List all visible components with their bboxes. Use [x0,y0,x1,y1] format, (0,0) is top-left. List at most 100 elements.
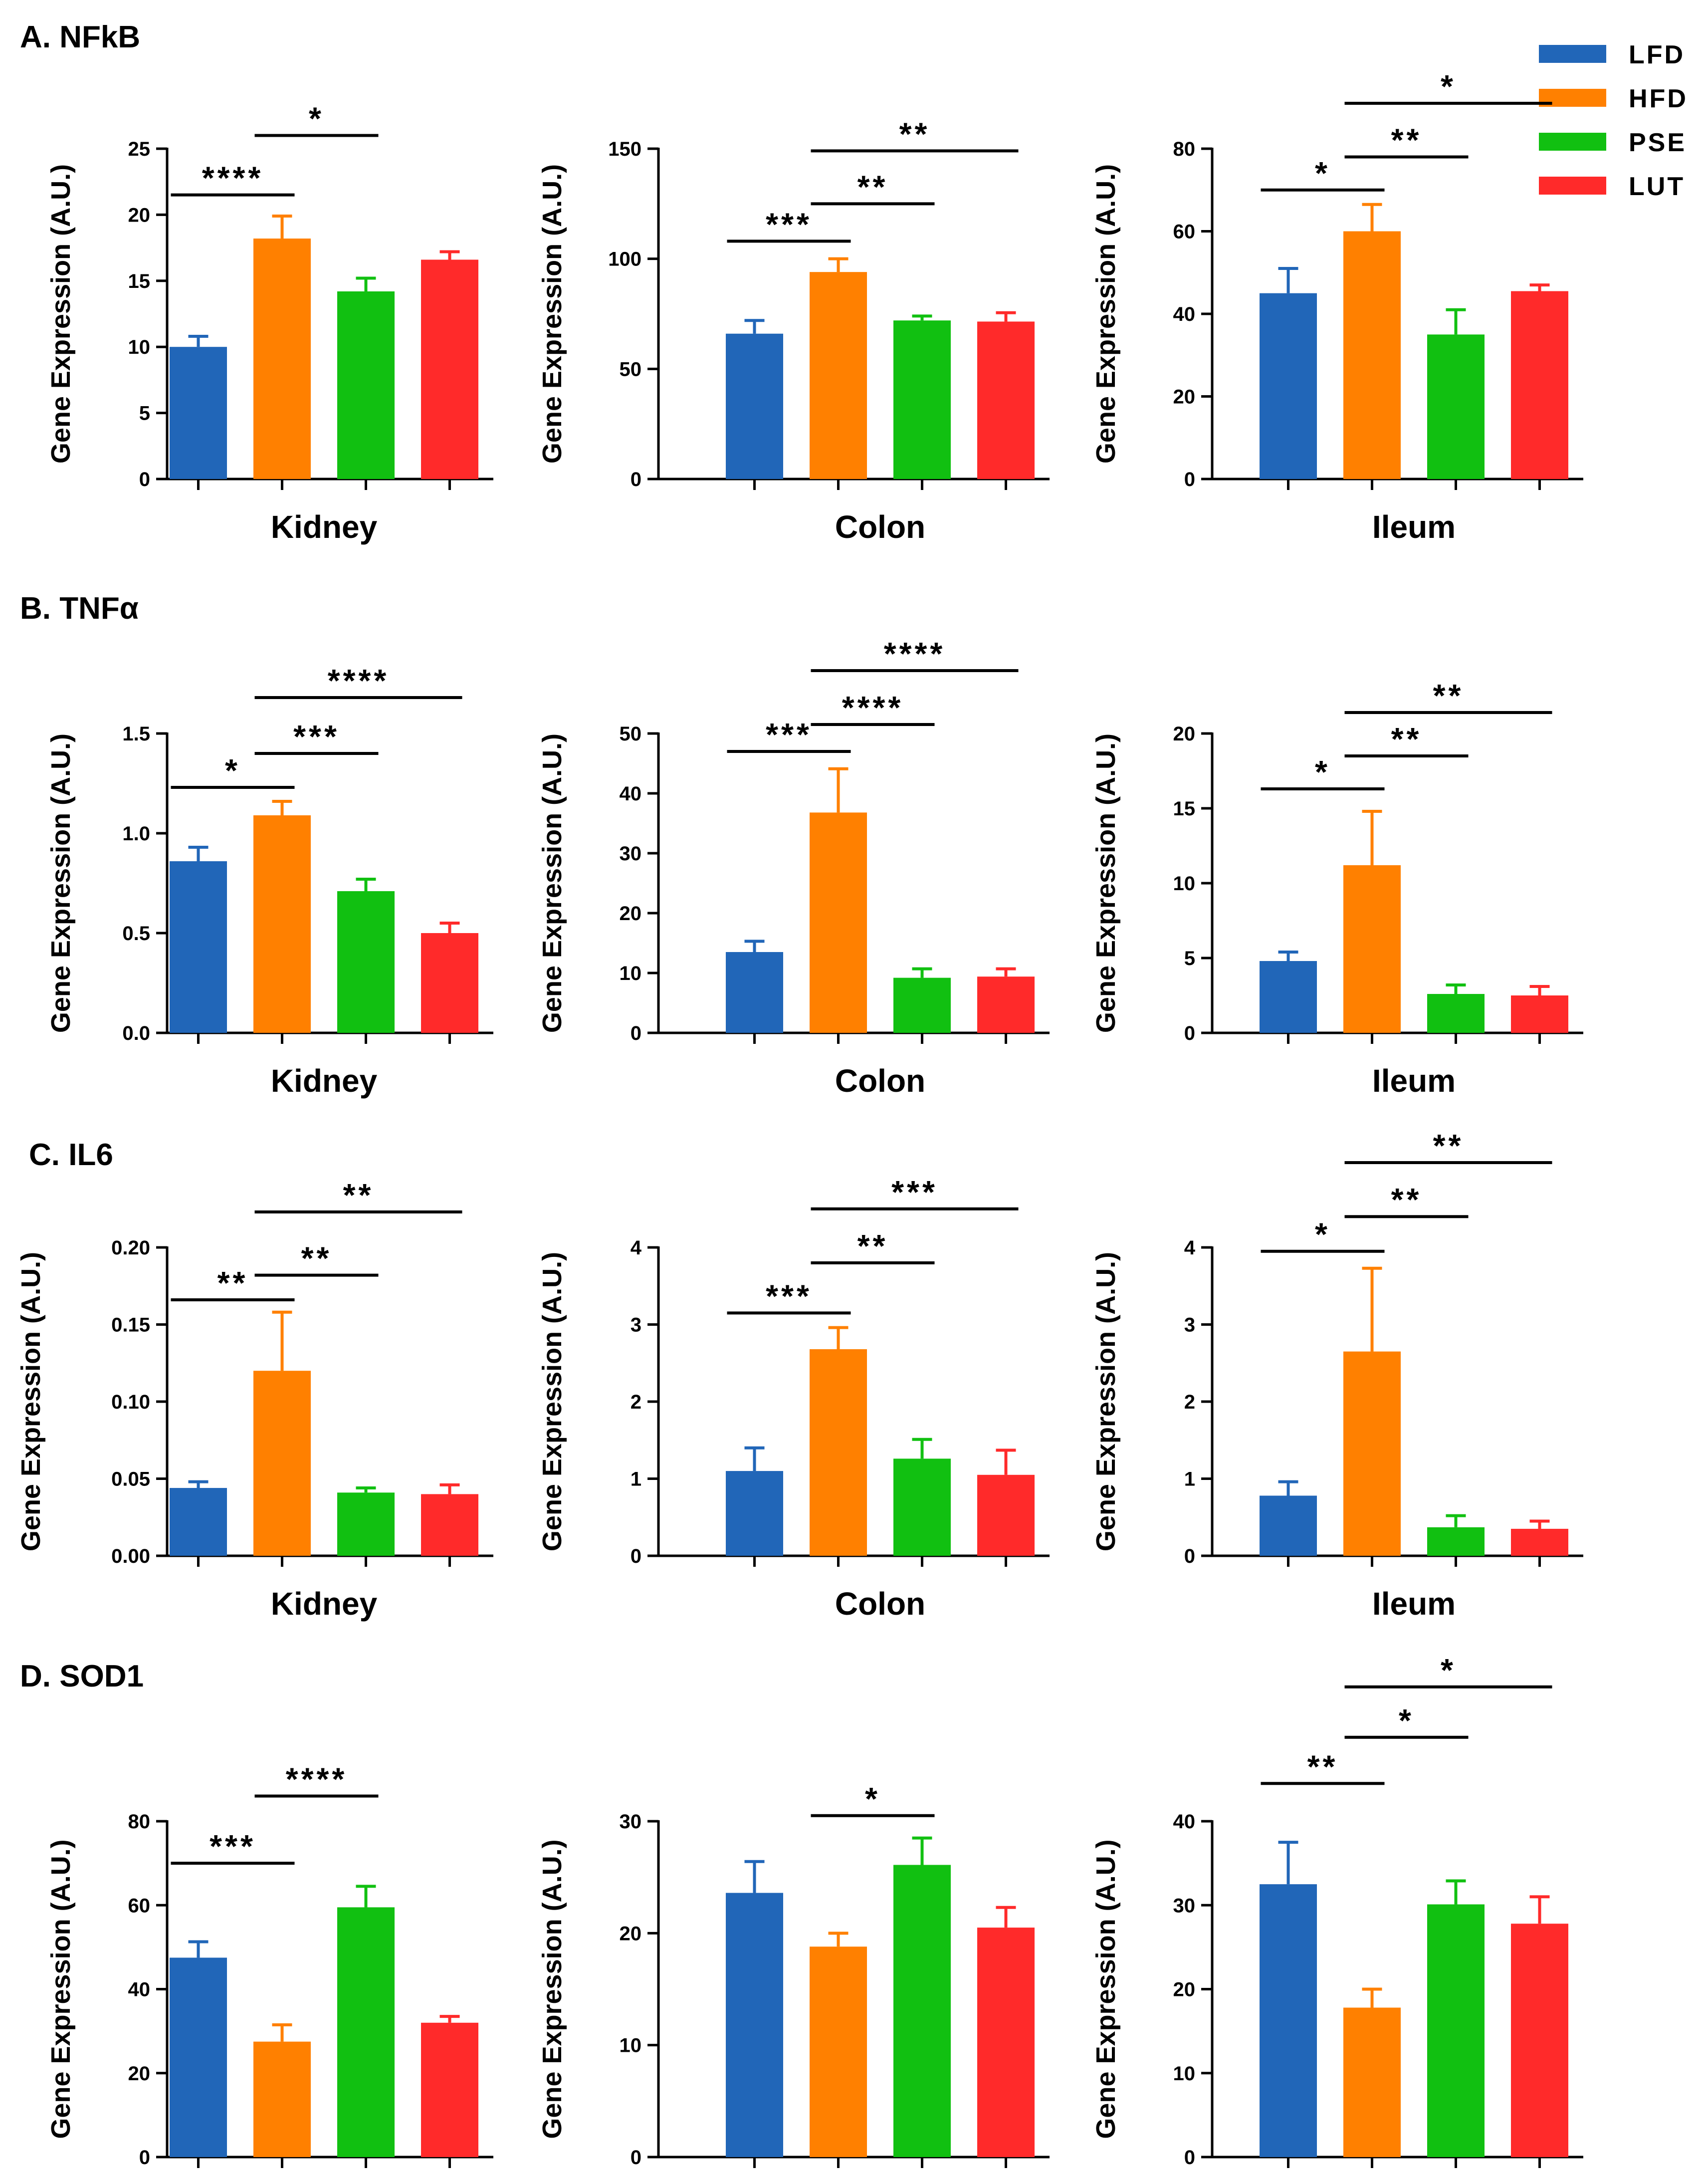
bar-pse [1427,1527,1485,1556]
bar-lfd [1260,1884,1317,2157]
y-tick-label: 20 [1173,723,1196,745]
y-axis-title: Gene Expression (A.U.) [537,1252,567,1551]
y-tick-label: 0.10 [111,1391,150,1413]
section-label-4: D. SOD1 [20,1659,144,1694]
significance-stars: ** [343,1177,374,1213]
bar-lfd [170,347,227,479]
y-axis-title: Gene Expression (A.U.) [1091,733,1121,1033]
significance-stars: ** [1433,678,1464,714]
bar-lfd [1260,961,1317,1033]
significance-stars: ** [1391,122,1422,158]
significance-stars: * [1441,68,1456,104]
significance-stars: * [865,1781,880,1817]
bar-hfd [1343,231,1401,479]
significance-stars: ** [857,1228,888,1264]
y-axis-title: Gene Expression (A.U.) [1091,1252,1121,1551]
significance-stars: ** [1391,721,1422,757]
y-axis-title: Gene Expression (A.U.) [46,1839,76,2139]
y-tick-label: 0.20 [111,1237,150,1259]
section-label-1: A. NFkB [20,20,140,54]
x-axis-title: Ileum [1372,1586,1456,1622]
y-tick-label: 40 [620,783,642,805]
significance-stars: *** [766,1278,812,1314]
y-tick-label: 10 [128,336,151,358]
y-tick-label: 100 [608,248,641,270]
y-axis-title: Gene Expression (A.U.) [46,733,76,1033]
bar-lfd [1260,1495,1317,1556]
y-tick-label: 3 [1184,1314,1195,1336]
bar-lfd [726,1893,783,2157]
y-tick-label: 40 [1173,1811,1196,1833]
significance-stars: **** [286,1761,348,1797]
y-tick-label: 80 [1173,138,1196,160]
y-axis-title: Gene Expression (A.U.) [46,164,76,464]
bar-pse [1427,994,1485,1033]
y-tick-label: 60 [1173,221,1196,243]
bar-lut [1511,1924,1568,2157]
y-tick-label: 10 [620,963,642,984]
significance-stars: ** [301,1240,332,1276]
significance-stars: ** [857,169,888,205]
significance-stars: *** [293,719,340,754]
y-tick-label: 5 [139,403,150,425]
panel-kidney-3: 0.00 0.05 0.10 0.15 0.20 Gene Expression (A.U… [16,1177,493,1622]
bar-lut [977,321,1035,479]
panel-colon-2: 0 10 20 30 40 50 Gene Expression (A.U.) Colon **… [537,636,1050,1099]
y-tick-label: 20 [128,204,151,226]
y-tick-label: 30 [620,843,642,865]
bar-hfd [810,1349,867,1556]
bar-lut [1511,291,1568,479]
bar-lfd [170,1488,227,1556]
y-tick-label: 2 [631,1391,641,1413]
y-tick-label: 40 [1173,303,1196,325]
significance-stars: * [1315,1216,1330,1252]
bar-hfd [253,815,311,1033]
significance-stars: * [225,752,240,788]
x-axis-title: Colon [835,509,925,545]
legend: LFD HFD PSE LUT [1539,40,1686,201]
y-tick-label: 80 [128,1811,151,1833]
y-axis-title: Gene Expression (A.U.) [16,1252,46,1551]
y-tick-label: 3 [631,1314,641,1336]
bar-lfd [170,861,227,1033]
significance-stars: **** [202,160,264,196]
y-tick-label: 1 [631,1468,641,1490]
y-tick-label: 150 [608,138,641,160]
legend-swatch-lut [1539,177,1606,195]
bar-hfd [253,239,311,479]
significance-stars: * [1441,1652,1456,1688]
significance-stars: **** [328,663,390,699]
bar-pse [893,320,951,479]
bar-pse [1427,1904,1485,2157]
significance-stars: **** [842,690,904,726]
bar-lut [1511,1528,1568,1556]
bar-pse [337,291,395,479]
y-tick-label: 4 [1184,1237,1196,1259]
y-tick-label: 0 [631,469,641,490]
y-tick-label: 50 [620,723,642,745]
significance-stars: ** [1307,1748,1338,1784]
y-tick-label: 20 [620,1923,642,1944]
y-tick-label: 4 [631,1237,642,1259]
bar-hfd [810,1946,867,2157]
y-tick-label: 30 [1173,1895,1196,1917]
bar-lut [421,933,478,1033]
y-tick-label: 1.0 [122,823,150,845]
bar-pse [1427,334,1485,479]
significance-stars: * [1315,754,1330,790]
significance-stars: *** [766,717,812,752]
y-tick-label: 60 [128,1895,151,1917]
y-tick-label: 0 [1184,469,1195,490]
bar-lut [421,259,478,479]
bar-pse [337,1492,395,1556]
bar-lut [1511,995,1568,1033]
y-tick-label: 10 [620,2035,642,2057]
significance-stars: *** [766,206,812,242]
significance-stars: * [309,101,324,137]
